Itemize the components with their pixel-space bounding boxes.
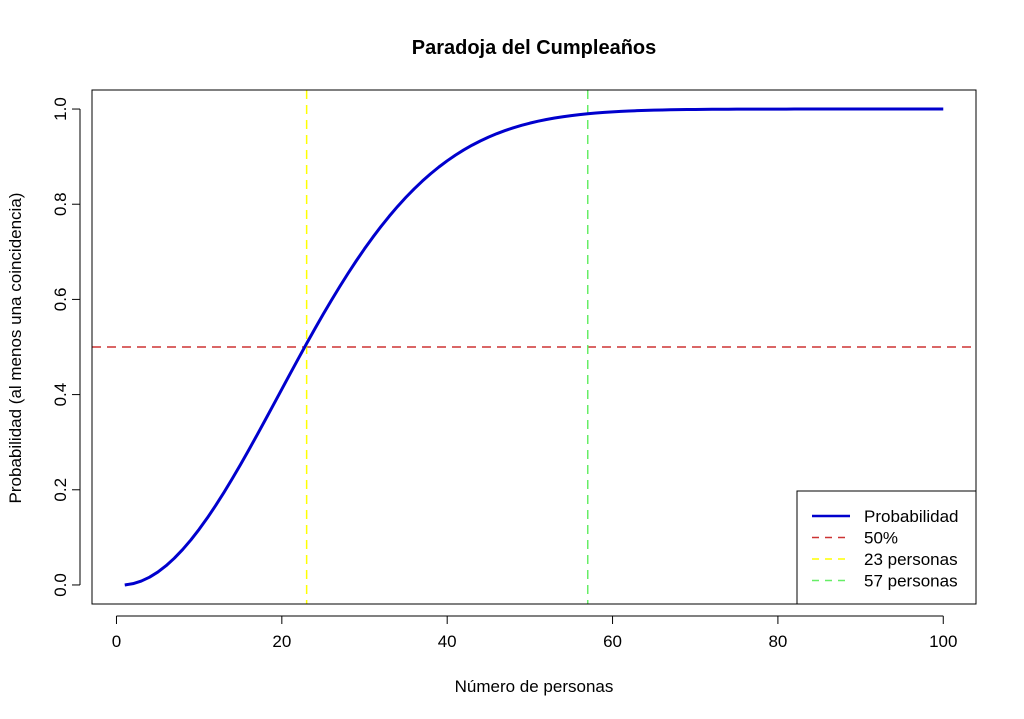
series-layer <box>124 107 944 587</box>
legend-label-0: Probabilidad <box>864 507 959 526</box>
x-axis-label: Número de personas <box>455 677 614 696</box>
series-line-0 <box>124 107 944 587</box>
legend-box <box>796 490 977 605</box>
legend: Probabilidad 50% 23 personas 57 personas <box>796 490 977 605</box>
legend-label-3: 57 personas <box>864 572 958 591</box>
y-tick-label: 1.0 <box>51 97 70 121</box>
y-tick-label: 0.6 <box>51 288 70 312</box>
y-tick-label: 0.2 <box>51 478 70 502</box>
x-tick-label: 0 <box>112 632 121 651</box>
chart-title: Paradoja del Cumpleaños <box>412 37 657 59</box>
x-tick-label: 60 <box>603 632 622 651</box>
y-tick-label: 0.8 <box>51 192 70 216</box>
reference-lines <box>92 90 976 604</box>
x-axis: 0 20 40 60 80 100 <box>112 615 957 651</box>
x-tick-label: 80 <box>768 632 787 651</box>
legend-label-2: 23 personas <box>864 550 958 569</box>
y-axis-label: Probabilidad (al menos una coincidencia) <box>6 193 25 504</box>
x-tick-label: 40 <box>438 632 457 651</box>
y-tick-label: 0.4 <box>51 383 70 407</box>
plot-frame <box>91 89 977 605</box>
y-tick-label: 0.0 <box>51 573 70 597</box>
x-tick-label: 100 <box>929 632 957 651</box>
x-tick-label: 20 <box>272 632 291 651</box>
legend-label-1: 50% <box>864 529 898 548</box>
y-axis: 0.0 0.2 0.4 0.6 0.8 1.0 <box>51 97 81 597</box>
